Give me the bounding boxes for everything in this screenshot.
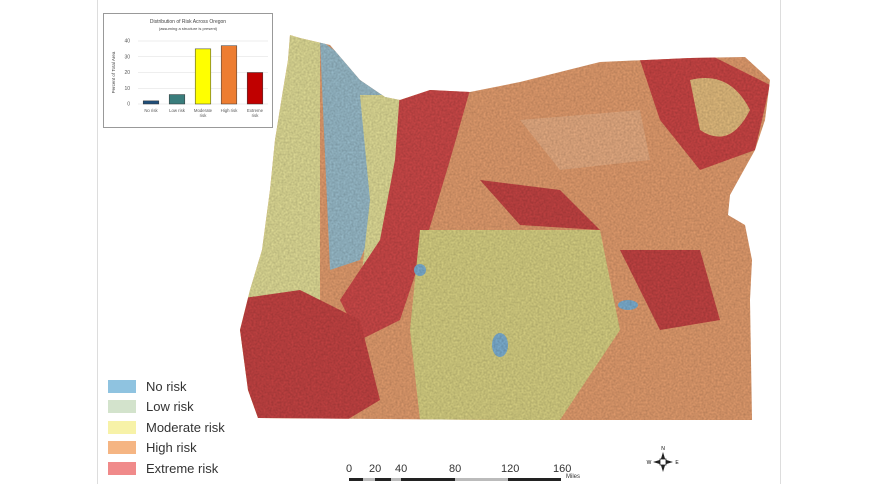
bar [246,72,264,105]
x-tick-label: risk [252,113,260,118]
scale-tick: 20 [369,463,382,475]
chart-subtitle: (assuming a structure is present) [159,26,218,31]
bar [194,48,212,105]
legend-swatch [108,441,136,455]
legend: No risk Low risk Moderate risk High risk… [108,376,225,479]
svg-text:N: N [661,446,665,452]
svg-text:W: W [647,460,652,466]
bar [142,100,160,105]
y-tick-label: 0 [127,102,130,108]
x-tick-label: Moderate [194,108,213,113]
legend-swatch [108,420,136,434]
y-tick-label: 10 [124,86,130,92]
scale-tick: 0 [346,463,353,475]
scale-tick: 40 [395,463,408,475]
legend-item: High risk [108,438,225,459]
y-axis-label: Percent of Total Area [111,51,116,93]
scale-tick: 80 [449,463,462,475]
legend-item: Low risk [108,397,225,418]
scale-unit: Miles [566,474,581,480]
y-tick-label: 40 [124,39,130,45]
bar [168,94,186,105]
legend-item: Extreme risk [108,458,225,479]
x-tick-label: Low risk [169,108,186,113]
map-frame [97,0,781,484]
y-tick-label: 20 [124,70,130,76]
legend-item: Moderate risk [108,417,225,438]
x-tick-label: Extreme [247,108,264,113]
scale-tick: 160 [553,463,572,475]
x-tick-label: No risk [144,108,158,113]
legend-swatch [108,379,136,393]
bar [220,45,238,105]
legend-item: No risk [108,376,225,397]
legend-swatch [108,400,136,414]
compass-rose-icon: N W E [647,446,679,472]
scale-bar [349,478,561,481]
y-tick-label: 30 [124,54,130,60]
chart-title: Distribution of Risk Across Oregon [150,19,226,25]
scale-tick: 120 [501,463,520,475]
svg-text:E: E [675,460,679,466]
risk-distribution-chart: Distribution of Risk Across Oregon (assum… [103,13,273,128]
x-tick-label: risk [200,113,208,118]
x-tick-label: High risk [221,108,239,113]
legend-swatch [108,461,136,475]
